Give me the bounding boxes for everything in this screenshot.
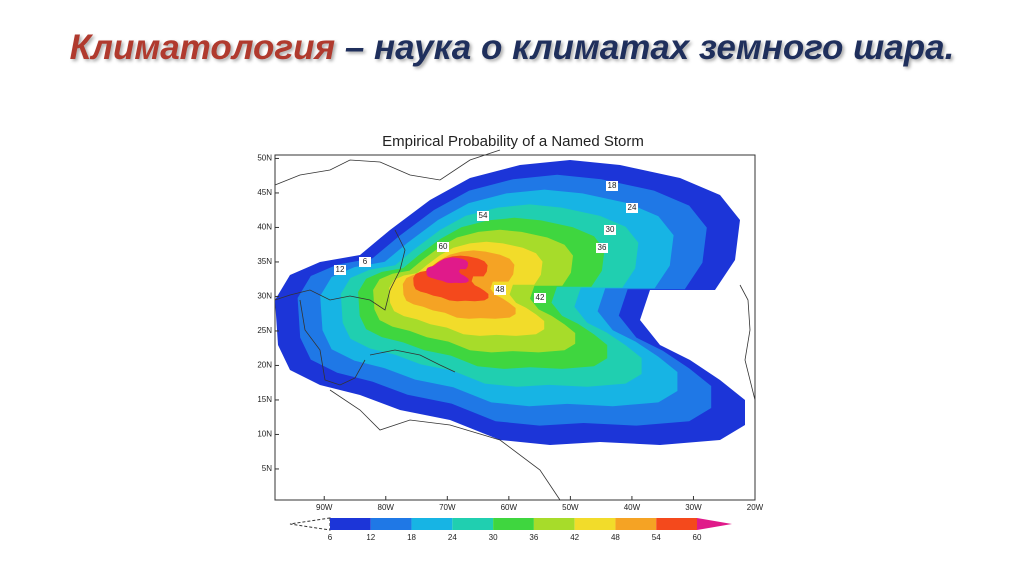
coast <box>369 349 456 373</box>
x-tick-label: 80W <box>378 503 395 512</box>
colorbar-label: 12 <box>366 533 375 542</box>
title-rest: – наука о климатах земного шара. <box>344 28 955 67</box>
contour-label-box <box>534 293 546 303</box>
contour-label-box <box>606 181 618 191</box>
colorbar-segment <box>330 518 371 530</box>
contour-label: 30 <box>606 225 615 234</box>
y-tick-label: 10N <box>257 430 272 439</box>
y-tick-label: 35N <box>257 257 272 266</box>
title-term: Климатология <box>69 28 336 67</box>
y-tick-label: 50N <box>257 154 272 163</box>
colorbar-segment <box>370 518 412 530</box>
colorbar-high <box>697 518 732 530</box>
slide-title: Климатология – наука о климатах земного … <box>0 22 1024 74</box>
contour-label-box <box>334 265 346 275</box>
y-tick-label: 30N <box>257 292 272 301</box>
colorbar-label: 18 <box>407 533 416 542</box>
contour-label-box <box>477 211 489 221</box>
x-tick-label: 20W <box>747 503 764 512</box>
coast <box>299 299 366 386</box>
x-tick-label: 70W <box>439 503 456 512</box>
y-tick-label: 40N <box>257 223 272 232</box>
y-tick-label: 20N <box>257 361 272 370</box>
contour-label: 24 <box>628 203 637 212</box>
colorbar-segment <box>656 518 697 530</box>
contour-region <box>426 257 469 284</box>
contour-label-box <box>604 225 616 235</box>
colorbar-label: 48 <box>611 533 620 542</box>
colorbar-label: 36 <box>529 533 538 542</box>
contour-label-box <box>359 257 371 267</box>
colorbar-segment <box>615 518 657 530</box>
colorbar-segment <box>574 518 616 530</box>
x-tick-label: 60W <box>501 503 518 512</box>
y-tick-label: 25N <box>257 326 272 335</box>
colorbar-label: 6 <box>328 533 333 542</box>
coast <box>274 149 501 186</box>
coastlines <box>274 149 756 501</box>
contour-label: 54 <box>479 211 488 220</box>
contour-label: 48 <box>496 285 505 294</box>
coast <box>329 389 561 501</box>
colorbar-low <box>289 517 331 531</box>
y-tick-label: 5N <box>262 464 272 473</box>
contour-label: 12 <box>336 265 345 274</box>
coast <box>739 284 756 401</box>
contour-label-box <box>437 242 449 252</box>
colorbar-label: 30 <box>489 533 498 542</box>
colorbar-segment <box>533 518 575 530</box>
contour-label-box <box>626 203 638 213</box>
contour-label: 36 <box>598 243 607 252</box>
contour-label-box <box>596 243 608 253</box>
y-tick-label: 45N <box>257 188 272 197</box>
colorbar-label: 60 <box>693 533 702 542</box>
map-title: Empirical Probability of a Named Storm <box>382 133 644 150</box>
colorbar-label: 42 <box>570 533 579 542</box>
x-tick-label: 50W <box>562 503 579 512</box>
contour-label: 60 <box>439 242 448 251</box>
x-tick-label: 90W <box>316 503 333 512</box>
contour-label: 6 <box>363 257 368 266</box>
y-tick-label: 15N <box>257 395 272 404</box>
colorbar-segment <box>452 518 494 530</box>
x-tick-label: 40W <box>624 503 641 512</box>
colorbar-label: 24 <box>448 533 457 542</box>
contour-label-box <box>494 285 506 295</box>
colorbar-segment <box>493 518 534 530</box>
x-tick-label: 30W <box>685 503 702 512</box>
contour-label: 42 <box>536 293 545 302</box>
coast <box>274 229 406 311</box>
contour-label: 18 <box>608 181 617 190</box>
colorbar-segment <box>411 518 453 530</box>
colorbar-label: 54 <box>652 533 661 542</box>
